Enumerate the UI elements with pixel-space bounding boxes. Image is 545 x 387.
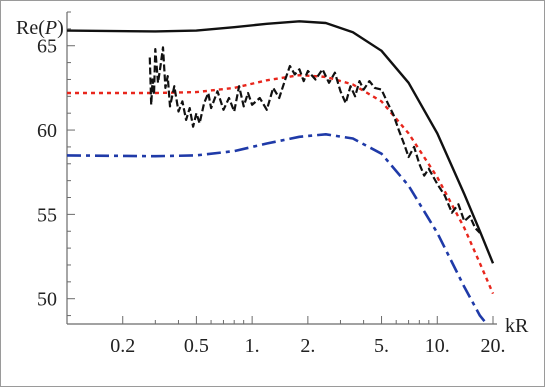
y-axis-label-suffix: ) (57, 17, 64, 39)
series-line-1 (66, 20, 495, 264)
series-line-3 (66, 133, 488, 325)
y-ticks: 50 55 60 65 (37, 11, 75, 317)
series-line-2 (67, 74, 495, 295)
y-tick-label: 65 (37, 36, 57, 58)
x-tick-label: 0.5 (184, 335, 209, 357)
x-tick-label: 10. (425, 335, 450, 357)
y-axis-label-prefix: Re( (16, 17, 45, 39)
y-tick-label: 60 (37, 120, 57, 142)
y-tick-label: 55 (37, 204, 57, 226)
x-tick-label: 20. (481, 335, 506, 357)
x-ticks: 0.2 0.5 1. 2. 5. 10. 20. (66, 316, 506, 357)
y-axis-label-var: P (44, 17, 57, 39)
x-axis-label: kR (505, 315, 529, 337)
x-tick-label: 5. (374, 335, 389, 357)
series-layer (66, 20, 495, 325)
plot-area: 0.2 0.5 1. 2. 5. 10. 20. 50 55 60 65 (37, 11, 506, 357)
x-tick-label: 2. (300, 335, 315, 357)
y-tick-label: 50 (37, 289, 57, 311)
y-axis-label: Re(P) (16, 17, 64, 39)
series-line-4 (148, 46, 481, 234)
x-tick-label: 1. (245, 335, 260, 357)
x-tick-label: 0.2 (110, 335, 135, 357)
